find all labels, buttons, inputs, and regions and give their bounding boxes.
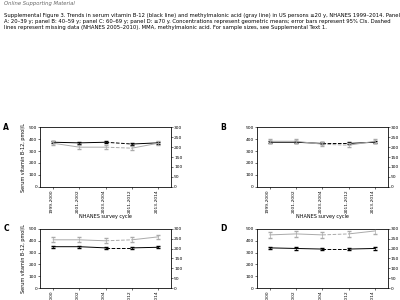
X-axis label: NHANES survey cycle: NHANES survey cycle [296, 214, 349, 219]
X-axis label: NHANES survey cycle: NHANES survey cycle [79, 214, 132, 219]
Text: Supplemental Figure 3. Trends in serum vitamin B-12 (black line) and methylmalon: Supplemental Figure 3. Trends in serum v… [4, 14, 400, 30]
Text: Online Supporting Material: Online Supporting Material [4, 2, 75, 7]
Text: B: B [220, 123, 226, 132]
Text: D: D [220, 224, 226, 233]
Y-axis label: Serum vitamin B-12, pmol/L: Serum vitamin B-12, pmol/L [21, 224, 26, 293]
Text: A: A [3, 123, 9, 132]
Text: C: C [3, 224, 9, 233]
Y-axis label: Serum vitamin B-12, pmol/L: Serum vitamin B-12, pmol/L [21, 122, 26, 191]
